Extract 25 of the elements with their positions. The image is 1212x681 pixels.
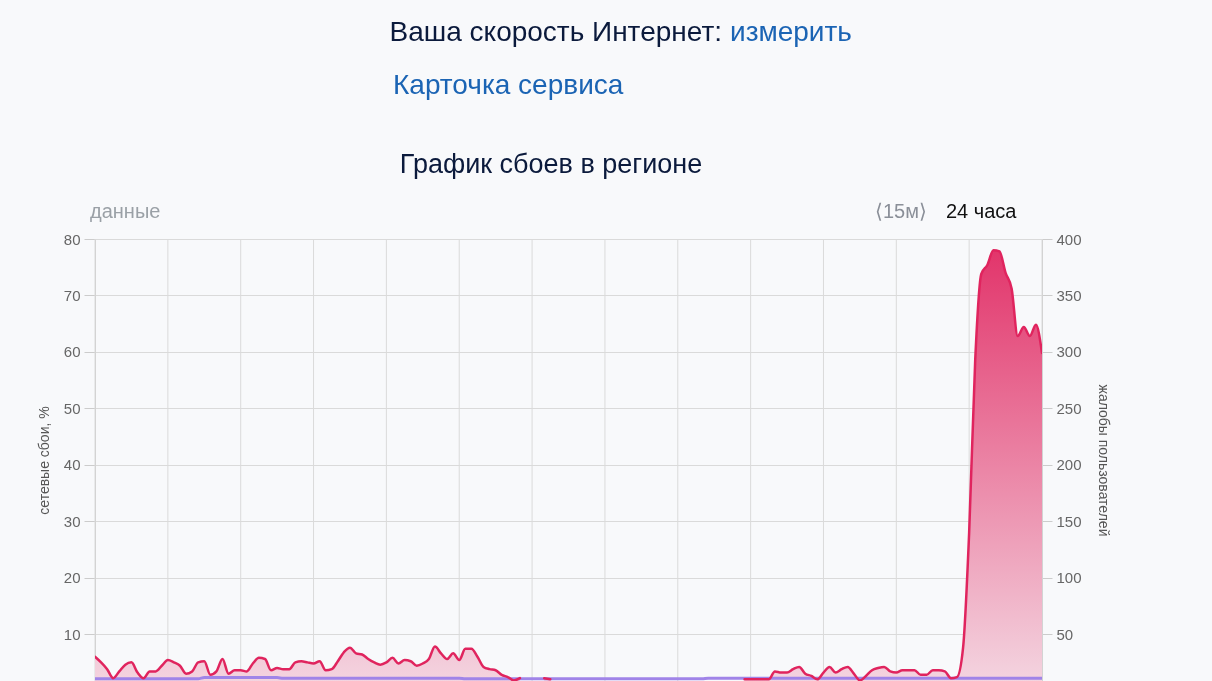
y2-tick-label: 300: [1056, 343, 1082, 361]
y2-tick-label: 400: [1056, 230, 1082, 248]
y2-tick-label: 50: [1056, 625, 1074, 643]
y2-axis-title: жалобы пользователей: [1095, 384, 1112, 537]
y-tick-label: 10: [63, 625, 81, 643]
text: измерить: [730, 16, 852, 47]
y-tick-label: 30: [63, 512, 81, 530]
y-tick-label: 60: [63, 343, 81, 361]
y-tick-label: 40: [63, 456, 81, 474]
y2-tick-label: 100: [1056, 569, 1082, 587]
text: Карточка сервиса: [393, 69, 624, 100]
y-tick-label: 50: [63, 399, 81, 417]
y2-tick-label: 250: [1056, 399, 1082, 417]
text: Ваша скорость Интернет:: [389, 16, 722, 47]
y2-tick-label: 200: [1056, 456, 1082, 474]
text: ⟨15м⟩: [875, 200, 927, 222]
y-tick-label: 80: [63, 230, 81, 248]
text: 24 часа: [946, 200, 1018, 222]
y-tick-label: 20: [63, 569, 81, 587]
y2-tick-label: 150: [1056, 512, 1082, 530]
y-axis-title: сетевые сбои, %: [35, 406, 52, 515]
y-tick-label: 70: [63, 286, 81, 304]
y2-tick-label: 350: [1056, 286, 1082, 304]
chart-title: График сбоев в регионе: [399, 149, 703, 179]
text: данные: [90, 200, 161, 222]
